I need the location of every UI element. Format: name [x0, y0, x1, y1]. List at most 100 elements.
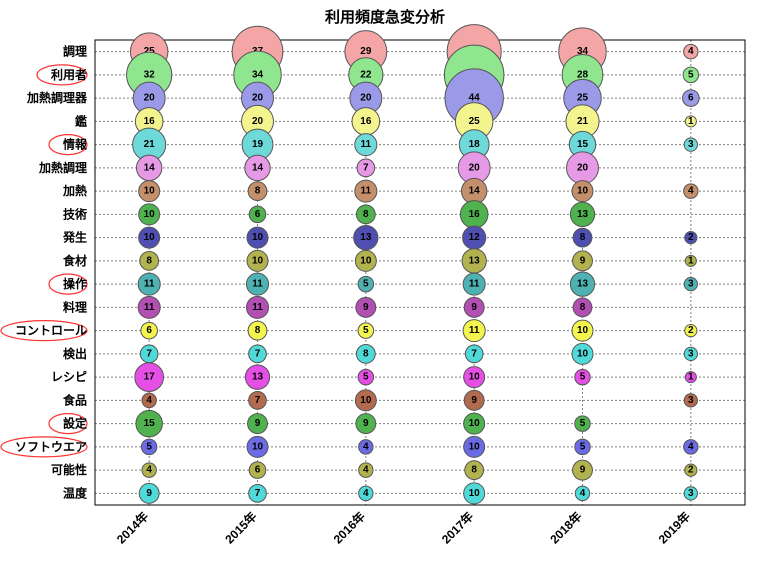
bubble [462, 249, 486, 273]
bubble [684, 394, 697, 407]
bubble [464, 390, 484, 410]
y-axis-label: 食材 [62, 253, 87, 268]
bubble [572, 343, 593, 364]
bubble [355, 134, 377, 156]
y-axis-label: 検出 [63, 346, 87, 361]
bubble [573, 298, 592, 317]
bubble [683, 90, 700, 107]
bubble [570, 202, 594, 226]
bubble [684, 347, 697, 360]
y-axis-label: ソフトウエア [15, 440, 87, 454]
bubble [461, 178, 486, 203]
y-axis-label: レシピ [51, 370, 87, 384]
bubble [359, 440, 373, 454]
bubble [464, 367, 485, 388]
bubble [684, 138, 697, 151]
bubble [575, 486, 589, 500]
bubble [247, 250, 268, 271]
y-axis-label: 鑑 [75, 113, 87, 128]
chart-bg [0, 0, 770, 575]
y-axis-label: 技術 [63, 206, 87, 221]
bubble [356, 414, 376, 434]
bubble [355, 180, 377, 202]
bubble [567, 152, 599, 184]
bubble [575, 416, 591, 432]
bubble [573, 460, 593, 480]
bubble [358, 369, 374, 385]
bubble [460, 201, 488, 229]
bubble [684, 440, 698, 454]
bubble [464, 413, 485, 434]
bubble [140, 345, 158, 363]
bubble [685, 372, 696, 383]
bubble [464, 436, 485, 457]
bubble [359, 463, 373, 477]
y-axis-label: 食品 [62, 392, 87, 407]
bubble [245, 365, 269, 389]
bubble [142, 393, 156, 407]
y-axis-label: 設定 [63, 416, 87, 431]
bubble [684, 184, 698, 198]
bubble [135, 363, 164, 392]
y-axis-label: 操作 [63, 276, 87, 291]
y-axis-label: 加熱 [62, 183, 87, 198]
bubble [139, 227, 160, 248]
bubble [354, 225, 378, 249]
bubble [684, 44, 698, 58]
bubble [356, 297, 376, 317]
bubble [136, 410, 163, 437]
bubble [358, 323, 374, 339]
bubble [140, 251, 159, 270]
bubble [356, 205, 375, 224]
bubble [465, 345, 483, 363]
y-axis-label: 温度 [63, 485, 88, 500]
bubble [358, 276, 374, 292]
bubble [357, 159, 375, 177]
y-axis-label: 情報 [63, 137, 88, 152]
bubble [463, 273, 485, 295]
bubble [139, 181, 160, 202]
bubble [570, 272, 594, 296]
bubble [573, 228, 592, 247]
y-axis-label: 発生 [62, 230, 87, 245]
bubble [465, 461, 484, 480]
bubble [248, 182, 267, 201]
bubble [685, 464, 697, 476]
bubble [139, 483, 159, 503]
bubble [138, 296, 160, 318]
y-axis-label: 利用者 [51, 67, 87, 82]
bubble [683, 67, 699, 83]
bubble-chart: 利用頻度急変分析調理利用者加熱調理器鑑情報加熱調理加熱技術発生食材操作料理コント… [0, 0, 770, 575]
bubble [352, 108, 380, 136]
bubble [139, 204, 160, 225]
bubble [685, 232, 697, 244]
bubble [684, 487, 697, 500]
bubble [359, 486, 373, 500]
bubble [247, 227, 268, 248]
bubble [249, 462, 266, 479]
bubble [684, 277, 697, 290]
bubble [356, 344, 375, 363]
bubble [136, 155, 161, 180]
bubble [355, 390, 376, 411]
bubble [572, 320, 593, 341]
y-axis-label: 加熱調理器 [26, 90, 88, 105]
bubble [249, 485, 267, 503]
bubble [575, 439, 591, 455]
bubble [141, 439, 157, 455]
y-axis-label: コントロール [15, 324, 87, 338]
bubble [249, 345, 267, 363]
bubble [464, 297, 484, 317]
bubble [248, 321, 267, 340]
bubble [141, 322, 158, 339]
bubble [573, 251, 593, 271]
bubble [246, 296, 268, 318]
bubble [245, 155, 270, 180]
bubble [138, 273, 160, 295]
bubble [463, 320, 485, 342]
bubble [142, 463, 156, 477]
bubble [249, 206, 266, 223]
bubble [355, 250, 376, 271]
y-axis-label: 料理 [63, 299, 87, 314]
bubble [464, 483, 485, 504]
